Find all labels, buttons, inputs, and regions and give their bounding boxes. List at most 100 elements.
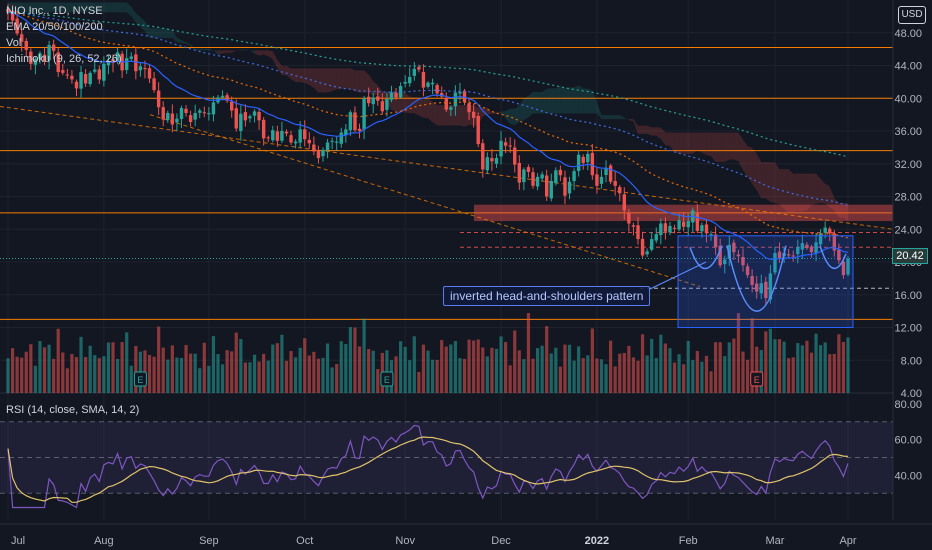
volume-bar [298, 347, 302, 393]
pattern-annotation[interactable]: inverted head-and-shoulders pattern [443, 286, 651, 306]
ichimoku-cloud-segment [286, 65, 292, 80]
legend-symbol[interactable]: NIO Inc., 1D, NYSE [6, 5, 103, 17]
candle-body [134, 54, 138, 72]
volume-bar [841, 341, 846, 393]
time-tick-label: Dec [491, 535, 511, 547]
volume-bar [303, 338, 307, 393]
candle-body [179, 108, 184, 120]
time-tick-label: Mar [765, 535, 784, 547]
volume-bar [417, 371, 421, 393]
candle-body [522, 169, 526, 183]
ema-50-line [7, 11, 849, 239]
volume-bar [152, 356, 156, 393]
ichimoku-cloud-segment [158, 28, 164, 39]
volume-bar [248, 362, 252, 393]
volume-bar [166, 359, 170, 393]
candle-body [348, 112, 353, 131]
volume-bar [787, 358, 791, 393]
ichimoku-cloud [8, 2, 848, 221]
ichimoku-cloud-segment [341, 68, 346, 89]
candle-body [93, 69, 97, 72]
candle-body [115, 52, 120, 62]
legend-ichimoku[interactable]: Ichimoku (9, 26, 52, 26) [6, 53, 122, 65]
ichimoku-cloud-segment [752, 147, 757, 191]
candle-body [490, 158, 494, 162]
candle-body [280, 131, 284, 141]
ichimoku-cloud-segment [843, 203, 848, 221]
candle-body [517, 162, 522, 183]
legend-rsi[interactable]: RSI (14, close, SMA, 14, 2) [6, 404, 140, 416]
rsi-tick-label: 80.00 [894, 399, 922, 411]
volume-bar [330, 367, 334, 393]
ichimoku-cloud-segment [409, 96, 415, 114]
ichimoku-cloud-segment [706, 132, 712, 157]
candle-body [695, 212, 700, 231]
volume-bar [732, 338, 736, 393]
candle-body [435, 85, 439, 94]
candle-body [170, 113, 175, 125]
ichimoku-cloud-segment [774, 162, 780, 205]
ichimoku-cloud-segment [784, 169, 789, 213]
ichimoku-cloud-segment [254, 50, 260, 56]
volume-bar [755, 346, 759, 393]
candle-body [79, 72, 83, 89]
candle-body [572, 171, 576, 182]
candle-body [398, 85, 403, 98]
candle-body [622, 194, 627, 211]
candle-body [102, 63, 106, 81]
candle-body [193, 112, 197, 120]
volume-bar [84, 357, 88, 393]
volume-bar [38, 341, 42, 393]
ichimoku-cloud-segment [81, 2, 86, 13]
candle-body [481, 143, 485, 170]
volume-bar [686, 340, 690, 393]
volume-bar [216, 354, 220, 393]
ichimoku-cloud-segment [811, 173, 817, 205]
volume-bar [645, 355, 649, 393]
volume-bar [252, 354, 257, 393]
ichimoku-cloud-segment [167, 28, 173, 39]
ema-20-line [7, 11, 849, 261]
ichimoku-cloud-segment [332, 68, 337, 92]
ichimoku-cloud-segment [715, 132, 721, 162]
price-tick-label: 48.00 [894, 28, 922, 40]
volume-bar [412, 336, 416, 393]
ichimoku-cloud-segment [519, 98, 524, 122]
volume-bar [262, 353, 266, 393]
volume-bar [791, 357, 795, 393]
candle-body [234, 108, 238, 129]
volume-bar [399, 341, 403, 393]
candle-body [229, 101, 234, 111]
legend-ema[interactable]: EMA 20/50/100/200 [6, 21, 103, 33]
candle-body [590, 152, 595, 176]
candle-body [471, 111, 476, 118]
ichimoku-cloud-segment [574, 85, 579, 114]
ichimoku-cloud-segment [423, 97, 428, 119]
ichimoku-cloud-segment [295, 68, 301, 83]
pattern-drawing[interactable] [647, 235, 854, 328]
candle-body [47, 45, 51, 61]
candle-body [567, 181, 572, 194]
volume-bar [622, 352, 626, 393]
candle-body [380, 101, 385, 112]
candle-body [38, 53, 42, 59]
candle-body [15, 18, 19, 34]
ichimoku-cloud-segment [724, 132, 730, 162]
currency-button[interactable]: USD [898, 6, 926, 24]
ichimoku-cloud-segment [71, 2, 77, 13]
volume-bar [65, 368, 69, 393]
ichimoku-cloud-segment [656, 127, 661, 139]
ichimoku-cloud-segment [172, 30, 177, 43]
volume-bar [640, 334, 645, 393]
time-tick-label: 2022 [585, 535, 609, 547]
legend-volume[interactable]: Vol [6, 37, 22, 49]
ichimoku-cloud-segment [85, 2, 91, 13]
price-tick-label: 28.00 [894, 192, 922, 204]
ichimoku-cloud-segment [44, 2, 50, 13]
time-tick-label: Aug [94, 535, 114, 547]
ichimoku-cloud-segment [154, 28, 159, 39]
candle-body [248, 116, 252, 119]
volume-bar [284, 360, 289, 393]
candle-body [321, 149, 325, 157]
